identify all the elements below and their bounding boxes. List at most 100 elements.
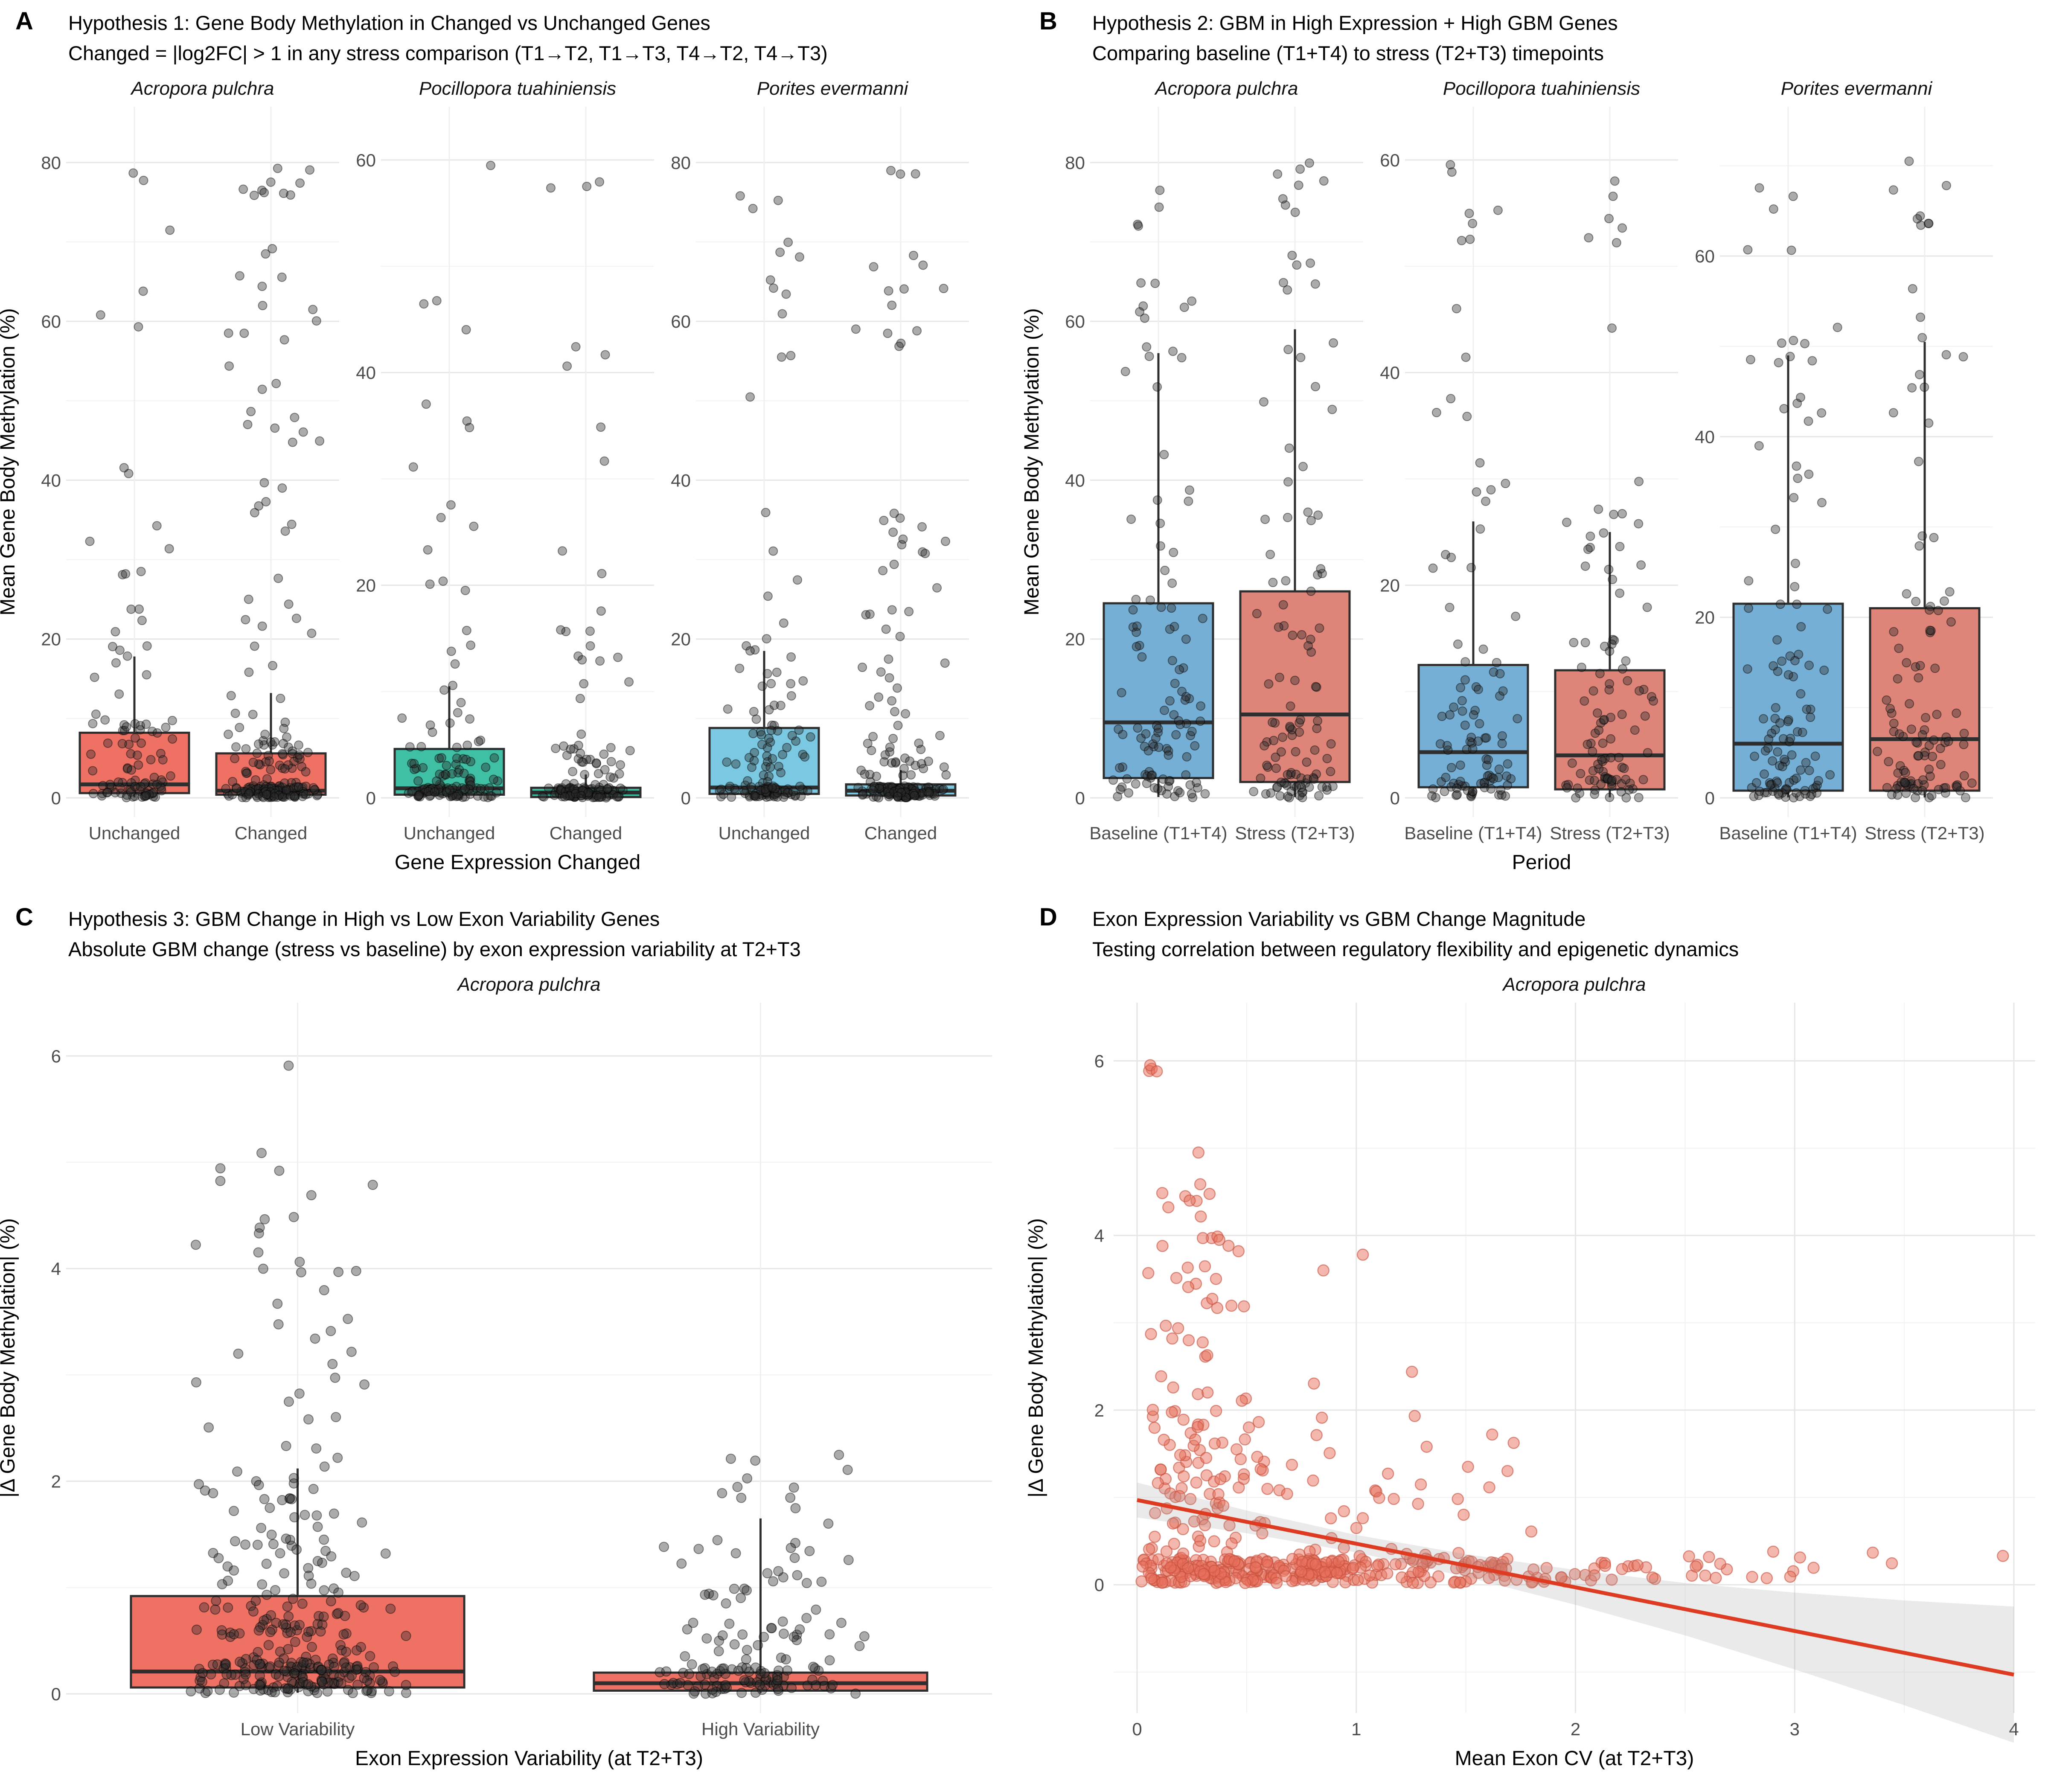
boxplot-B-0 (1732, 355, 1844, 797)
box (708, 727, 820, 795)
panel-b-title: Hypothesis 2: GBM in High Expression + H… (1092, 12, 1618, 34)
y-tick-label: 2 (1094, 1400, 1104, 1420)
x-tick-label: Changed (550, 823, 622, 843)
x-tick-label: 3 (1790, 1719, 1800, 1739)
y-tick-label: 2 (51, 1472, 61, 1492)
box (1869, 607, 1981, 792)
facet-strip-label: Acropora pulchra (1501, 974, 1646, 995)
panel-b-plot: Acropora pulchra 0 20 40 60 80 Baseline (T1+T4… (1024, 0, 2048, 896)
y-tick-label: 0 (1705, 788, 1715, 808)
jitter-points (1249, 158, 1338, 803)
panel-b: B Hypothesis 2: GBM in High Expression +… (1024, 0, 2048, 896)
y-tick-label: 40 (41, 470, 61, 490)
facet-strip-label: Acropora pulchra (456, 974, 600, 995)
y-tick-label: 40 (671, 470, 691, 490)
x-tick-label: High Variability (701, 1719, 820, 1739)
x-tick-label: Changed (235, 823, 307, 843)
boxplot-A-0 (79, 656, 190, 798)
y-tick-label: 60 (1380, 150, 1400, 170)
y-tick-label: 4 (51, 1259, 61, 1279)
boxplot-C-1 (593, 1518, 928, 1693)
jitter-points (186, 1060, 411, 1699)
y-tick-label: 0 (1390, 788, 1400, 808)
boxplot-B-0 (1103, 353, 1214, 797)
x-tick-label: Unchanged (404, 823, 495, 843)
box (1103, 602, 1214, 779)
y-tick-label: 6 (51, 1046, 61, 1066)
confidence-band (1137, 1482, 2014, 1743)
boxplot-A-1 (530, 774, 642, 798)
jitter-points (851, 166, 951, 803)
y-tick-label: 60 (1695, 246, 1715, 266)
panel-c-letter: C (15, 903, 33, 931)
x-tick-label: 1 (1351, 1719, 1361, 1739)
jitter-points (655, 1449, 870, 1699)
y-tick-label: 4 (1094, 1226, 1104, 1246)
x-tick-label: Baseline (T1+T4) (1719, 823, 1857, 843)
panel-a-canvas: Acropora pulchra 0 20 40 60 80 Unchanged Change… (0, 78, 969, 874)
panel-c-title: Hypothesis 3: GBM Change in High vs Low … (68, 908, 660, 930)
boxplot-A-1 (215, 693, 327, 798)
y-tick-label: 6 (1094, 1051, 1104, 1071)
panel-d-canvas: Acropora pulchra 0 2 4 6 0 1 2 3 4 Mean Exon CV (a… (1025, 974, 2035, 1770)
box (1554, 669, 1666, 791)
y-tick-label: 60 (356, 150, 376, 170)
y-tick-label: 20 (1065, 629, 1085, 649)
box (215, 752, 327, 796)
y-axis-title: |Δ Gene Body Methylation| (%) (1025, 1218, 1047, 1498)
jitter-points (1743, 183, 1842, 803)
x-tick-label: Changed (864, 823, 937, 843)
panel-a: A Hypothesis 1: Gene Body Methylation in… (0, 0, 1024, 896)
x-tick-label: Stress (T2+T3) (1865, 823, 1984, 843)
y-tick-label: 80 (671, 153, 691, 173)
panel-d-letter: D (1039, 903, 1057, 931)
facet-strip-label: Porites evermanni (1781, 78, 1933, 99)
jitter-points (1108, 185, 1210, 803)
y-tick-label: 0 (1075, 788, 1085, 808)
x-tick-label: Low Variability (241, 1719, 355, 1739)
y-axis-title: |Δ Gene Body Methylation| (%) (0, 1218, 19, 1498)
y-tick-label: 0 (366, 788, 376, 808)
panel-a-plot: Acropora pulchra 0 20 40 60 80 Unchanged Change… (0, 0, 1024, 896)
y-tick-label: 0 (51, 1684, 61, 1704)
x-axis-title: Period (1512, 851, 1571, 874)
panel-d-subtitle: Testing correlation between regulatory f… (1092, 938, 1739, 960)
boxplot-A-1 (845, 770, 957, 798)
y-tick-label: 60 (1065, 311, 1085, 332)
jitter-points (397, 160, 503, 803)
regression-line (1137, 1498, 2014, 1677)
y-tick-label: 60 (41, 311, 61, 332)
jitter-points (221, 163, 325, 803)
facet-strip-label: Acropora pulchra (130, 78, 274, 99)
panel-d-title: Exon Expression Variability vs GBM Chang… (1092, 908, 1586, 930)
panel-c-subtitle: Absolute GBM change (stress vs baseline)… (68, 938, 801, 960)
panel-d: D Exon Expression Variability vs GBM Cha… (1024, 896, 2048, 1792)
y-axis-title: Mean Gene Body Methylation (%) (1024, 308, 1043, 615)
x-tick-label: Baseline (T1+T4) (1089, 823, 1227, 843)
y-tick-label: 40 (356, 363, 376, 383)
panel-b-letter: B (1039, 7, 1057, 35)
x-tick-label: Baseline (T1+T4) (1404, 823, 1542, 843)
x-tick-label: 0 (1132, 1719, 1142, 1739)
jitter-points (1873, 156, 1977, 803)
y-tick-label: 60 (671, 311, 691, 332)
x-axis-title: Gene Expression Changed (395, 851, 640, 874)
box (1732, 602, 1844, 792)
y-tick-label: 20 (671, 629, 691, 649)
x-axis-title: Exon Expression Variability (at T2+T3) (355, 1747, 703, 1770)
x-tick-label: 2 (1571, 1719, 1580, 1739)
box (1417, 664, 1529, 788)
facet-strip-label: Porites evermanni (757, 78, 909, 99)
y-tick-label: 20 (41, 629, 61, 649)
boxplot-B-1 (1869, 342, 1981, 797)
y-tick-label: 80 (1065, 153, 1085, 173)
y-tick-label: 40 (1380, 363, 1400, 383)
x-tick-label: Stress (T2+T3) (1550, 823, 1670, 843)
y-tick-label: 0 (51, 788, 61, 808)
y-tick-label: 80 (41, 153, 61, 173)
jitter-points (85, 168, 177, 803)
box (1239, 590, 1351, 783)
x-tick-label: Stress (T2+T3) (1235, 823, 1355, 843)
y-tick-label: 0 (1094, 1575, 1104, 1595)
